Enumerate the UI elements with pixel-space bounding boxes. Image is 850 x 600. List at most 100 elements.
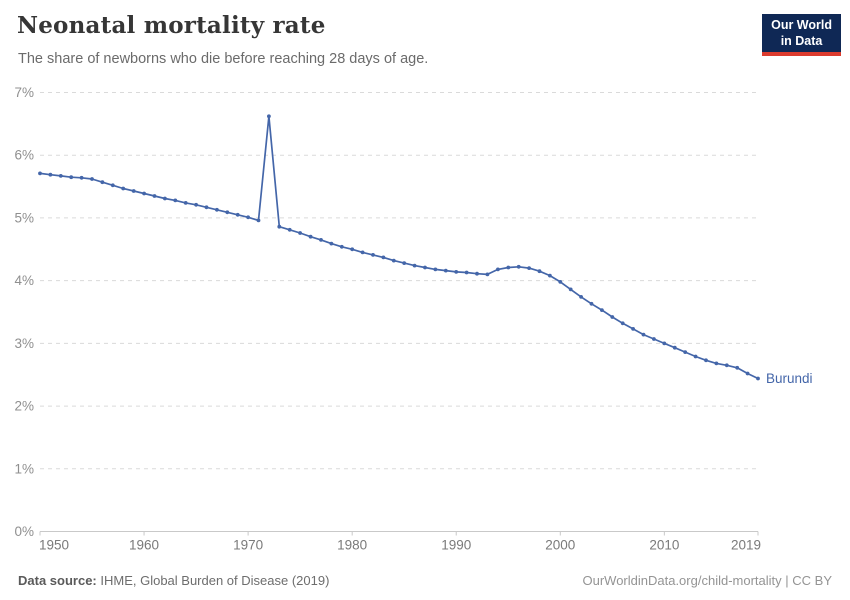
x-axis-label: 1970 [233, 538, 263, 553]
y-axis-label: 4% [14, 273, 34, 288]
data-point[interactable] [319, 238, 323, 242]
x-axis-label: 1980 [337, 538, 367, 553]
x-axis-label: 2010 [649, 538, 679, 553]
y-axis-label: 1% [14, 461, 34, 476]
data-point[interactable] [58, 174, 63, 178]
data-source: Data source: IHME, Global Burden of Dise… [18, 573, 329, 588]
data-point[interactable] [277, 224, 282, 229]
attribution: OurWorldinData.org/child-mortality | CC … [582, 573, 832, 588]
data-point[interactable] [548, 273, 552, 278]
data-point[interactable] [204, 205, 209, 210]
x-axis-label: 2000 [545, 538, 575, 553]
data-point[interactable] [100, 180, 105, 185]
data-point[interactable] [672, 345, 677, 350]
data-point[interactable] [423, 265, 427, 270]
data-point[interactable] [256, 218, 261, 223]
data-point[interactable] [620, 321, 625, 326]
data-point[interactable] [443, 268, 448, 273]
data-point[interactable] [496, 267, 500, 272]
data-point[interactable] [558, 280, 563, 284]
page-title: Neonatal mortality rate [17, 12, 326, 39]
data-point[interactable] [48, 172, 53, 177]
data-point[interactable] [600, 308, 604, 312]
attribution-license: | CC BY [781, 573, 832, 588]
attribution-link[interactable]: OurWorldinData.org/child-mortality [582, 573, 782, 588]
data-point[interactable] [110, 183, 115, 188]
chart-subtitle: The share of newborns who die before rea… [18, 51, 429, 67]
data-point[interactable] [693, 354, 698, 359]
data-point[interactable] [589, 301, 594, 306]
data-point[interactable] [121, 186, 126, 191]
y-axis-label: 7% [14, 85, 34, 100]
data-point[interactable] [506, 265, 511, 270]
data-point[interactable] [475, 271, 479, 276]
data-point[interactable] [412, 263, 417, 268]
data-point[interactable] [391, 258, 396, 263]
owid-logo[interactable]: Our World in Data [762, 14, 841, 57]
data-point[interactable] [152, 194, 157, 198]
data-point[interactable] [69, 175, 74, 180]
y-axis-label: 3% [14, 336, 34, 351]
data-point[interactable] [287, 227, 292, 232]
data-point[interactable] [485, 272, 490, 277]
data-point[interactable] [745, 371, 750, 376]
data-point[interactable] [246, 215, 251, 220]
data-point[interactable] [568, 287, 573, 292]
data-point[interactable] [131, 189, 136, 193]
series-end-label[interactable]: Burundi [766, 371, 813, 386]
data-point[interactable] [402, 261, 407, 265]
line-series-burundi[interactable] [39, 115, 759, 380]
x-axis-label: 1950 [39, 538, 69, 553]
data-point[interactable] [527, 266, 531, 270]
data-point[interactable] [631, 327, 635, 331]
data-point[interactable] [329, 241, 334, 246]
data-point[interactable] [704, 358, 708, 363]
data-point[interactable] [215, 207, 219, 212]
data-point[interactable] [683, 350, 688, 354]
data-point[interactable] [267, 114, 271, 119]
data-point[interactable] [756, 376, 760, 381]
data-point[interactable] [142, 191, 147, 196]
data-point[interactable] [735, 365, 740, 370]
owid-logo-line2: in Data [780, 33, 823, 48]
data-point[interactable] [652, 337, 656, 341]
data-point[interactable] [724, 363, 729, 368]
data-point[interactable] [579, 295, 583, 299]
data-source-label: Data source: [18, 573, 97, 588]
data-point[interactable] [225, 210, 230, 215]
data-point[interactable] [714, 361, 719, 366]
y-axis-label: 2% [14, 399, 34, 414]
data-source-value: IHME, Global Burden of Disease (2019) [96, 573, 330, 588]
data-point[interactable] [298, 231, 302, 235]
data-point[interactable] [433, 267, 438, 272]
data-point[interactable] [339, 244, 344, 249]
data-point[interactable] [464, 270, 469, 275]
data-point[interactable] [90, 177, 94, 181]
data-point[interactable] [350, 247, 355, 252]
data-point[interactable] [371, 253, 375, 257]
y-axis-label: 5% [14, 210, 34, 225]
data-point[interactable] [79, 175, 84, 180]
data-point[interactable] [38, 171, 42, 176]
data-point[interactable] [194, 202, 199, 207]
data-point[interactable] [610, 315, 615, 319]
x-axis-label: 1990 [441, 538, 471, 553]
data-point[interactable] [308, 234, 313, 239]
data-point[interactable] [641, 332, 646, 337]
data-point[interactable] [360, 250, 365, 255]
data-point[interactable] [173, 198, 178, 203]
data-point[interactable] [183, 201, 188, 205]
owid-logo-line1: Our World [771, 18, 832, 32]
data-point[interactable] [662, 341, 667, 346]
data-point[interactable] [454, 270, 459, 274]
data-point[interactable] [516, 264, 521, 269]
data-point[interactable] [381, 255, 386, 260]
x-axis-label: 2019 [731, 538, 761, 553]
y-axis-label: 0% [14, 524, 34, 539]
data-point[interactable] [537, 269, 542, 274]
data-point[interactable] [235, 212, 240, 217]
y-axis-label: 6% [14, 148, 34, 163]
data-point[interactable] [163, 196, 167, 201]
